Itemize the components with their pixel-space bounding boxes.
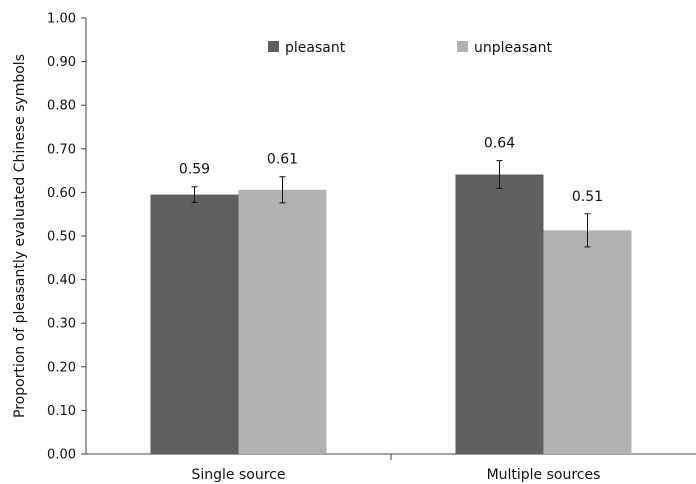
y-tick-label: 0.80 <box>47 99 76 114</box>
x-category-label: Multiple sources <box>487 467 601 483</box>
legend-label-pleasant: pleasant <box>285 40 346 56</box>
y-tick-label: 0.20 <box>47 360 76 375</box>
bar-pleasant <box>455 174 544 455</box>
y-tick-label: 0.60 <box>47 186 76 201</box>
y-tick-label: 1.00 <box>47 12 76 27</box>
y-axis-title: Proportion of pleasantly evaluated Chine… <box>12 54 28 418</box>
data-label: 0.51 <box>572 189 603 205</box>
y-tick-label: 0.90 <box>47 55 76 70</box>
y-tick-label: 0.30 <box>47 317 76 332</box>
data-label: 0.59 <box>179 162 210 178</box>
bar-unpleasant <box>543 230 632 454</box>
x-category-label: Single source <box>192 467 286 483</box>
legend-label-unpleasant: unpleasant <box>474 40 552 56</box>
y-tick-label: 0.50 <box>47 230 76 245</box>
y-tick-label: 0.00 <box>47 448 76 463</box>
y-tick-label: 0.10 <box>47 404 76 419</box>
data-label: 0.64 <box>484 136 515 152</box>
bar-pleasant <box>150 194 239 454</box>
legend-swatch-unpleasant <box>457 41 468 52</box>
y-tick-label: 0.70 <box>47 142 76 157</box>
bar-unpleasant <box>238 189 327 454</box>
y-tick-label: 0.40 <box>47 273 76 288</box>
legend-swatch-pleasant <box>268 41 279 52</box>
data-label: 0.61 <box>267 152 298 168</box>
